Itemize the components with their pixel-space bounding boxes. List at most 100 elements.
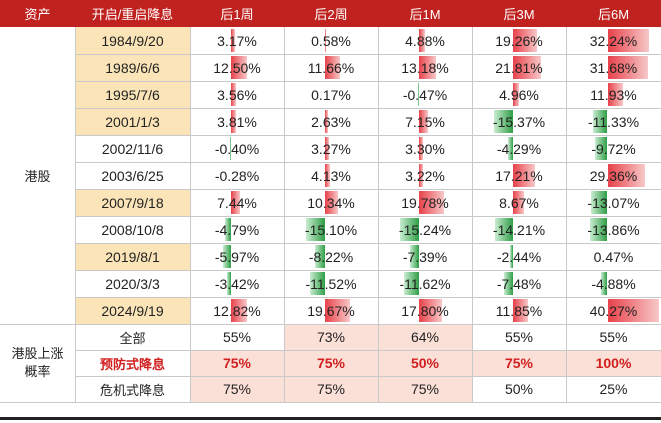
date-cell-bg [75,135,190,162]
date-cell: 1984/9/20 [101,32,164,49]
data-bar [593,110,608,133]
data-bar [607,245,609,268]
prob-cell-bg [472,324,566,350]
value-cell: -11.33% [587,113,640,130]
header-row [0,0,661,27]
grid-vline [284,27,285,402]
value-cell: 19.67% [307,302,355,319]
data-bar [513,164,535,187]
prob-value: 73% [316,329,346,345]
date-cell-bg [75,297,190,324]
group-label-prob: 港股上涨概率 [11,346,64,379]
prob-label-bg [75,324,190,350]
prob-label: 危机式降息 [99,382,165,398]
value-cell: -0.47% [402,86,448,103]
prob-value: 75% [222,381,252,397]
prob-value: 75% [504,355,534,371]
data-bar [419,137,424,160]
data-bar [419,29,426,52]
data-bar [419,299,442,322]
value-cell: 12.82% [213,302,261,319]
grid-hline [75,108,661,109]
value-cell: -7.48% [496,275,542,292]
prob-cell-bg [190,376,284,402]
grid-vline [190,27,191,402]
value-cell: 0.58% [311,32,351,49]
data-bar [314,245,325,268]
data-bar [513,56,541,79]
prob-cell-bg [284,324,378,350]
data-bar [230,137,231,160]
header-cell: 后1周 [220,7,254,22]
header-cell: 后3M [503,7,535,22]
value-cell: 3.22% [405,167,445,184]
value-cell: 29.36% [589,167,638,184]
value-cell: -13.86% [587,221,640,238]
prob-label: 全部 [119,330,146,346]
data-bar [601,272,608,295]
prob-label-bg [75,350,190,376]
value-cell: 3.27% [311,140,351,157]
value-cell: 4.88% [405,32,445,49]
prob-value: 75% [316,381,346,397]
value-cell: 3.30% [405,140,445,157]
group-label-hk: 港股 [24,169,51,184]
value-cell: -0.28% [214,167,260,184]
value-cell: 19.78% [401,194,449,211]
value-cell: 4.96% [499,86,539,103]
value-cell: 3.56% [217,86,257,103]
prob-value: 50% [410,355,440,371]
data-bar [513,29,538,52]
grid-hline [75,376,661,377]
value-cell: -2.44% [496,248,542,265]
grid-hline-bottom [0,402,661,403]
value-cell: -4.88% [591,275,636,292]
date-cell: 2001/1/3 [105,113,160,130]
grid-hline [75,270,661,271]
date-cell: 2002/11/6 [101,140,164,157]
data-bar [231,110,236,133]
value-cell: 13.18% [401,59,449,76]
value-cell: 31.68% [589,59,638,76]
value-cell: -5.97% [214,248,260,265]
bottom-rule [0,417,661,420]
prob-cell-bg [472,350,566,376]
data-bar [493,110,513,133]
data-bar [224,218,231,241]
data-bar [409,245,419,268]
data-bar [495,218,513,241]
prob-value: 55% [222,329,252,345]
value-cell: -11.62% [399,275,451,292]
prob-value: 100% [595,355,632,371]
grid-vline [566,27,567,402]
prob-cell-bg [378,324,472,350]
data-bar [507,137,513,160]
date-cell: 1989/6/6 [105,59,160,76]
date-cell: 2008/10/8 [101,221,164,238]
value-cell: 21.81% [495,59,543,76]
data-bar [419,56,436,79]
prob-value: 75% [222,355,252,371]
value-cell: 17.21% [495,167,543,184]
data-bar [503,272,513,295]
data-bar [325,29,326,52]
value-cell: -15.37% [492,113,546,130]
data-bar [325,299,350,322]
date-cell-bg [75,54,190,81]
value-cell: 11.93% [590,86,637,103]
header-cell: 后2周 [314,7,348,22]
data-bar [325,56,340,79]
grid-vline [472,27,473,402]
date-cell: 1995/7/6 [105,86,160,103]
value-cell: -9.72% [591,140,636,157]
value-cell: -14.21% [492,221,546,238]
value-cell: -3.42% [214,275,260,292]
value-cell: 32.24% [589,32,638,49]
value-cell: 3.81% [217,113,257,130]
prob-value: 50% [504,381,534,397]
value-cell: 8.67% [499,194,539,211]
data-bar [509,245,513,268]
prob-cell-bg [378,376,472,402]
grid-hline [75,324,661,325]
date-cell-bg [75,27,190,54]
